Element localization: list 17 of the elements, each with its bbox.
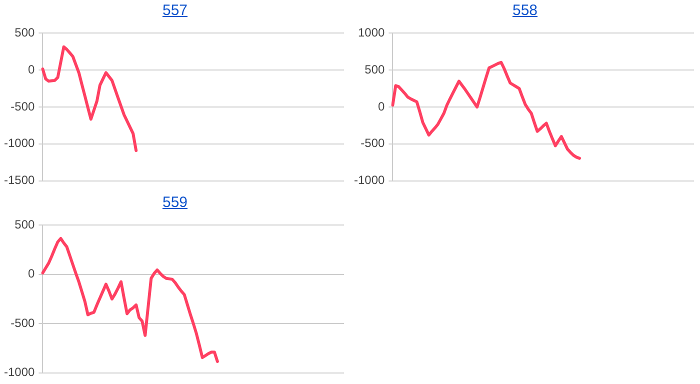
- y-tick-label: -1000: [4, 365, 36, 380]
- y-tick-label: 500: [14, 26, 36, 40]
- y-tick-label: -1000: [354, 173, 386, 188]
- y-tick-label: -1500: [4, 173, 36, 188]
- y-tick-label: -500: [10, 99, 36, 114]
- y-tick-label: 0: [28, 62, 36, 76]
- y-tick-label: 500: [14, 218, 36, 232]
- y-tick-label: -1000: [4, 136, 36, 150]
- y-tick-label: 0: [28, 266, 36, 281]
- chart-title: 558: [511, 1, 539, 21]
- y-tick-label: 0: [378, 99, 386, 114]
- chart-title: 559: [161, 193, 189, 213]
- y-tick-label: 1000: [358, 26, 386, 40]
- y-tick-label: -500: [10, 316, 36, 330]
- y-tick-label: -500: [360, 136, 386, 150]
- y-tick-label: 500: [364, 62, 386, 76]
- chart-title: 557: [161, 1, 189, 21]
